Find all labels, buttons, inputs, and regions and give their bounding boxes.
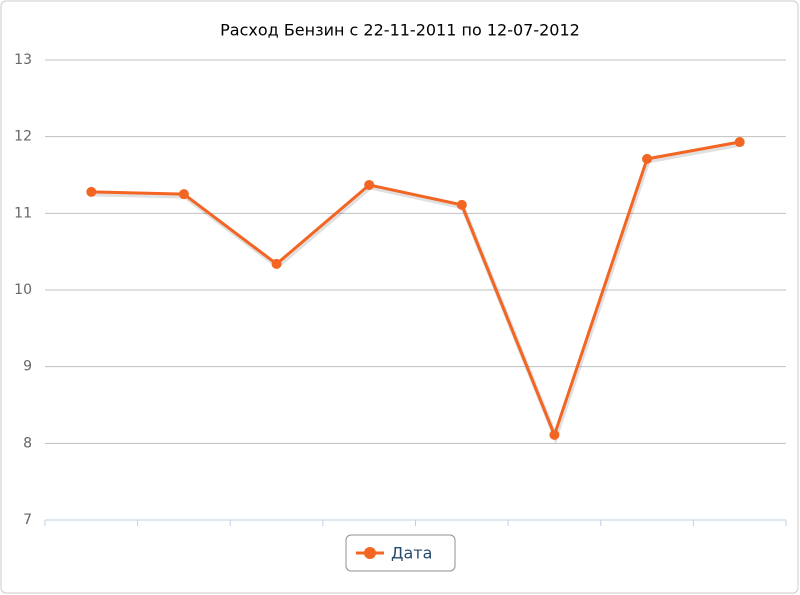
series-line [91, 140, 740, 437]
point [642, 153, 653, 164]
point [549, 429, 560, 440]
y-tick-label: 9 [23, 359, 32, 375]
point [734, 137, 745, 148]
point [456, 199, 467, 210]
point [364, 179, 375, 190]
legend-box [345, 534, 456, 572]
y-tick-label: 12 [14, 129, 32, 145]
legend-marker [364, 547, 376, 559]
legend-label: Дата [391, 544, 432, 563]
legend: Дата [345, 534, 456, 572]
point [86, 186, 97, 197]
y-tick-label: 13 [14, 52, 32, 68]
point [271, 258, 282, 269]
y-tick-label: 7 [23, 512, 32, 528]
y-tick-label: 8 [23, 435, 32, 451]
point [178, 189, 189, 200]
y-tick-label: 11 [14, 205, 32, 221]
chart-title: Расход Бензин с 22-11-2011 по 12-07-2012 [220, 21, 580, 40]
y-tick-label: 10 [14, 282, 32, 298]
